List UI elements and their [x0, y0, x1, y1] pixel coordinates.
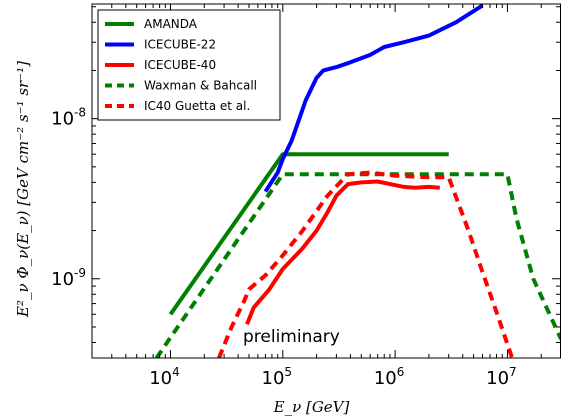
x-tick-label: 106	[374, 365, 405, 389]
series-line-amanda	[168, 152, 449, 316]
y-axis-label: E²_ν Φ_ν(E_ν) [GeV cm⁻² s⁻¹ sr⁻¹]	[14, 61, 32, 318]
y-tick-label: 10-8	[51, 106, 86, 130]
series-lines	[154, 4, 561, 358]
legend-label-icecube-22: ICECUBE-22	[144, 38, 216, 52]
x-tick-label: 105	[262, 365, 293, 389]
legend-label-icecube-40: ICECUBE-40	[144, 58, 216, 72]
y-tick-label: 10-9	[51, 266, 86, 290]
series-line-waxman-bahcall	[154, 172, 561, 358]
legend: AMANDA ICECUBE-22 ICECUBE-40 Waxman & Bahca…	[97, 9, 281, 121]
x-tick-label: 107	[486, 365, 517, 389]
x-tick-label: 104	[149, 365, 180, 389]
annotation-preliminary: preliminary	[243, 327, 340, 347]
series-line-ic40-guetta-et-al	[217, 170, 514, 358]
legend-label-amanda: AMANDA	[144, 17, 198, 31]
legend-label-ic40-guetta-et-al: IC40 Guetta et al.	[144, 99, 250, 113]
series-line-icecube-22	[263, 4, 484, 193]
x-axis-label: E_ν [GeV]	[273, 398, 350, 416]
series-line-icecube-40	[245, 179, 440, 325]
legend-label-waxman-bahcall: Waxman & Bahcall	[144, 79, 257, 93]
